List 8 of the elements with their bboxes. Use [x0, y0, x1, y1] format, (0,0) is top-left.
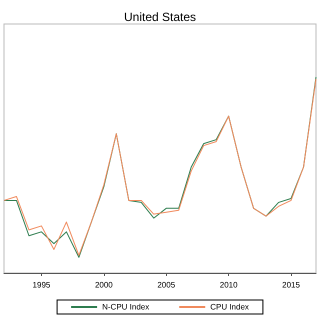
x-tick-label: 2000 [94, 280, 114, 290]
legend-label: CPU Index [210, 302, 249, 312]
chart-title: United States [124, 10, 196, 24]
x-tick-label: 2005 [157, 280, 176, 290]
x-tick-label: 2010 [220, 280, 238, 290]
legend-label: N-CPU Index [102, 302, 150, 312]
x-tick-label: 1995 [32, 280, 51, 290]
x-tick-label: 2015 [282, 280, 300, 290]
